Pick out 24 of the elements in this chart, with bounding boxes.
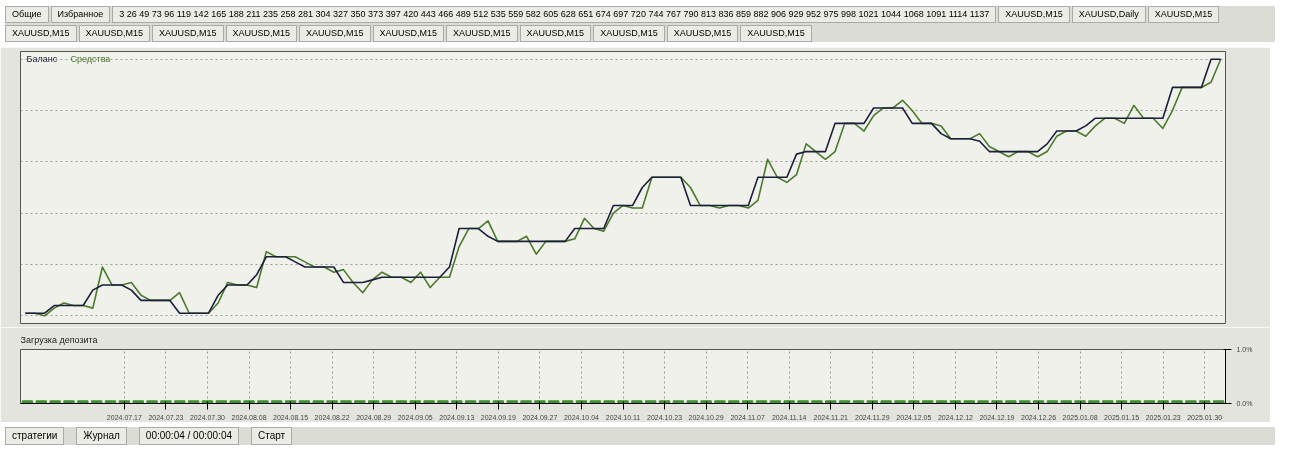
text: Общие [5,6,49,23]
text: Баланс [26,53,58,64]
text: XAUUSD,M15 [372,24,445,42]
text: 00:00:04 / 00:00:04 [138,426,240,445]
text: XAUUSD,M15 [152,24,224,42]
text: XAUUSD,M15 [1147,6,1220,23]
text: Избранное [50,6,111,23]
text: XAUUSD,M15 [5,24,77,42]
text: XAUUSD,M15 [519,24,592,42]
text: Старт [251,426,293,445]
text: XAUUSD,M15 [666,24,739,42]
text: XAUUSD,M15 [446,24,518,42]
text: XAUUSD,Daily [1071,6,1146,23]
text: 3 26 49 73 96 119 142 165 188 211 235 258 281 304 327 350 373 397 420 443 466 489 512 535 559 582 605 628 651 674 697 720 744 767 790 813 836 859 882 906 929 952 975 998 1021 1044 1068 1091 1114 1137 [112,6,997,23]
text: XAUUSD,M15 [78,24,151,42]
text: Журнал [76,426,127,445]
text: XAUUSD,M15 [225,24,298,42]
text: стратегии [5,426,65,445]
text: XAUUSD,M15 [299,24,371,42]
text: XAUUSD,M15 [998,6,1070,23]
text: Средства [70,53,111,64]
text: XAUUSD,M15 [593,24,665,42]
text: XAUUSD,M15 [740,24,812,42]
chart-title: Загрузка депозита [20,334,98,345]
